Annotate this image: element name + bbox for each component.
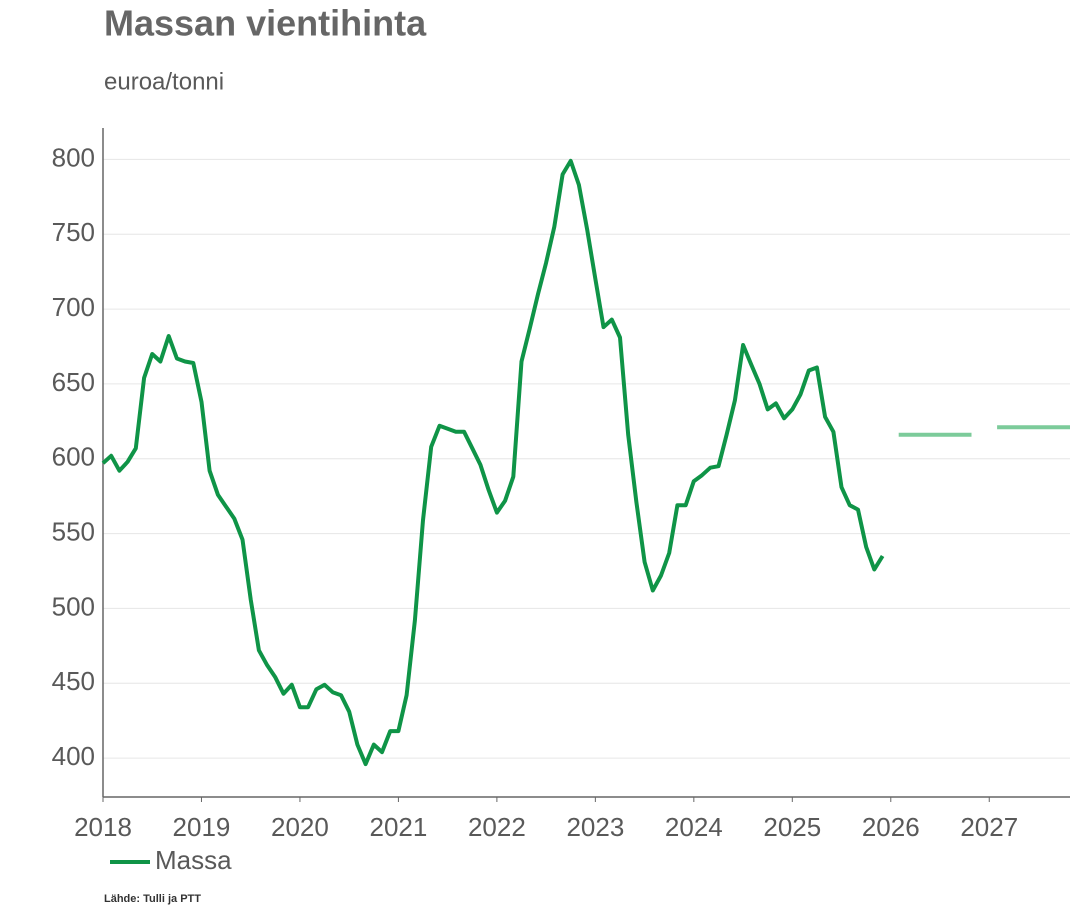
y-tick-label: 650 (52, 367, 95, 397)
y-tick-label: 500 (52, 591, 95, 621)
y-tick-label: 400 (52, 741, 95, 771)
legend-label: Massa (155, 845, 232, 875)
x-tick-label: 2027 (960, 812, 1018, 842)
x-tick-label: 2020 (271, 812, 329, 842)
line (101, 158, 885, 767)
y-tick-label: 550 (52, 516, 95, 546)
x-tick-label: 2023 (566, 812, 624, 842)
x-tick-label: 2024 (665, 812, 723, 842)
x-tick-label: 2021 (369, 812, 427, 842)
y-tick-label: 800 (52, 142, 95, 172)
source: Lähde: Tulli ja PTT (104, 893, 201, 905)
y-tick-label: 700 (52, 292, 95, 322)
y-tick-label: 600 (52, 442, 95, 472)
x-tick-label: 2018 (74, 812, 132, 842)
y-tick-label: 750 (52, 217, 95, 247)
x-tick-label: 2025 (763, 812, 821, 842)
x-tick-label: 2019 (173, 812, 231, 842)
x-tick-label: 2026 (862, 812, 920, 842)
y-tick-label: 450 (52, 666, 95, 696)
chart-title: Massan vientihinta (104, 3, 427, 44)
chart-subtitle: euroa/tonni (104, 68, 224, 95)
x-tick-label: 2022 (468, 812, 526, 842)
line (898, 425, 1070, 437)
